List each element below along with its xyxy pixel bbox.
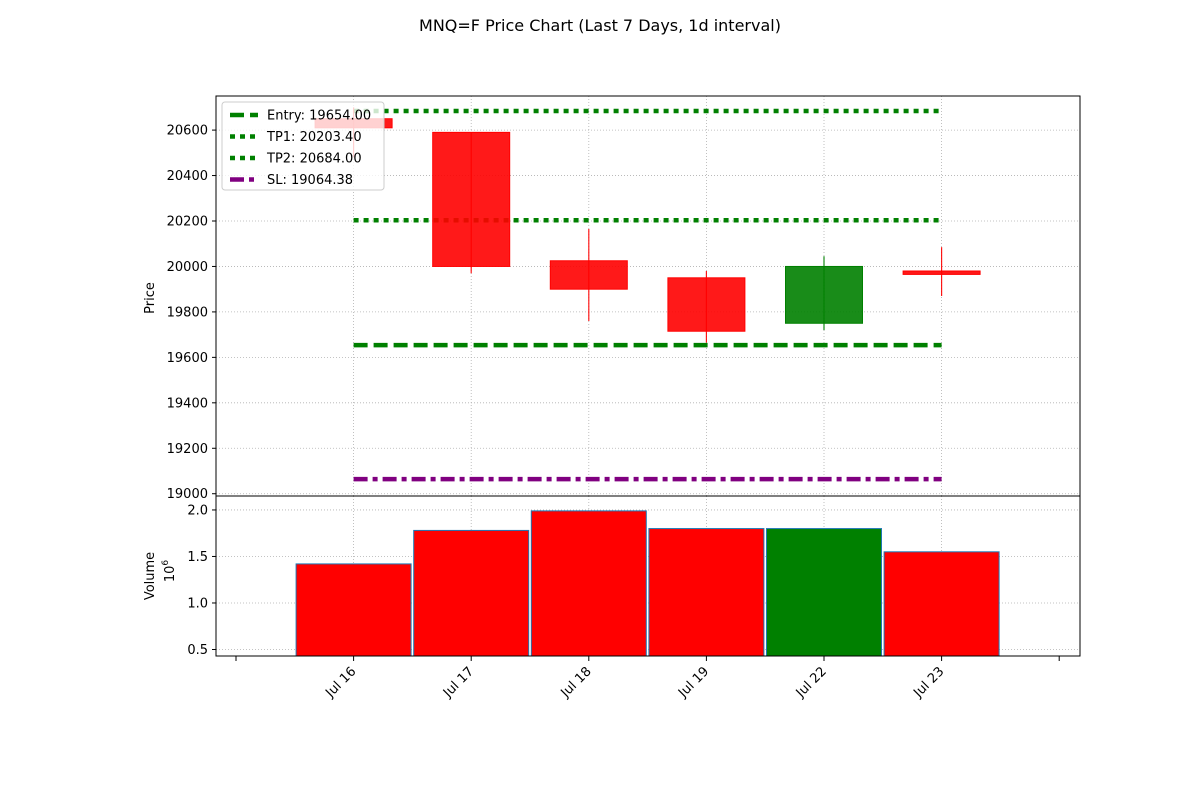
candle-body xyxy=(549,260,628,290)
price-level-lines xyxy=(353,108,942,482)
volume-bar xyxy=(295,563,412,657)
x-tick-label: Jul 16 xyxy=(322,664,359,701)
legend-label: SL: 19064.38 xyxy=(267,173,353,188)
volume-y-ticks: 0.5 1.0 1.5 2.0 xyxy=(187,503,216,658)
legend-label: Entry: 19654.00 xyxy=(267,109,371,124)
price-tick-label: 19200 xyxy=(167,442,208,457)
chart-title: MNQ=F Price Chart (Last 7 Days, 1d inter… xyxy=(419,16,781,35)
volume-bar xyxy=(766,528,882,657)
volume-bar xyxy=(530,510,647,657)
x-tick-label: Jul 19 xyxy=(675,664,712,701)
legend-box xyxy=(221,101,385,191)
legend: Entry: 19654.00 TP1: 20203.40 TP2: 20684.0… xyxy=(221,101,385,191)
x-tick-label: Jul 17 xyxy=(440,664,477,701)
candle-body xyxy=(432,131,511,267)
volume-tick-label: 2.0 xyxy=(187,503,208,518)
x-tick-label: Jul 18 xyxy=(558,664,595,701)
volume-bar xyxy=(413,529,530,657)
volume-tick-label: 1.5 xyxy=(187,550,208,565)
price-ylabel: Price xyxy=(143,282,158,314)
volume-bar xyxy=(883,551,1000,657)
volume-tick-label: 0.5 xyxy=(187,643,208,658)
x-ticks: Jul 16 Jul 17 Jul 18 Jul 19 Jul 22 Jul 23 xyxy=(235,656,1060,701)
price-tick-label: 19800 xyxy=(167,305,208,320)
price-candles xyxy=(314,107,981,343)
price-tick-label: 19000 xyxy=(167,487,208,502)
volume-multiplier: 106 xyxy=(161,560,178,583)
volume-bars xyxy=(295,510,1000,657)
x-tick-label: Jul 23 xyxy=(910,664,947,701)
price-tick-label: 19600 xyxy=(167,351,208,366)
price-tick-label: 20400 xyxy=(167,169,208,184)
legend-label: TP2: 20684.00 xyxy=(266,152,362,167)
volume-axes-frame xyxy=(215,495,1081,657)
candle-body xyxy=(667,277,746,332)
volume-ylabel: Volume xyxy=(143,552,158,600)
price-tick-label: 20600 xyxy=(167,124,208,139)
legend-label: TP1: 20203.40 xyxy=(266,130,362,145)
candle-body xyxy=(785,265,863,324)
volume-tick-label: 1.0 xyxy=(187,596,208,611)
price-tick-label: 20000 xyxy=(167,260,208,275)
volume-bar xyxy=(648,528,765,657)
candle-body xyxy=(902,270,981,275)
x-tick-label: Jul 22 xyxy=(793,664,830,701)
price-tick-label: 20200 xyxy=(167,215,208,230)
price-tick-label: 19400 xyxy=(167,396,208,411)
price-y-ticks: 19000 19200 19400 19600 19800 20000 20200 20400… xyxy=(167,124,216,502)
